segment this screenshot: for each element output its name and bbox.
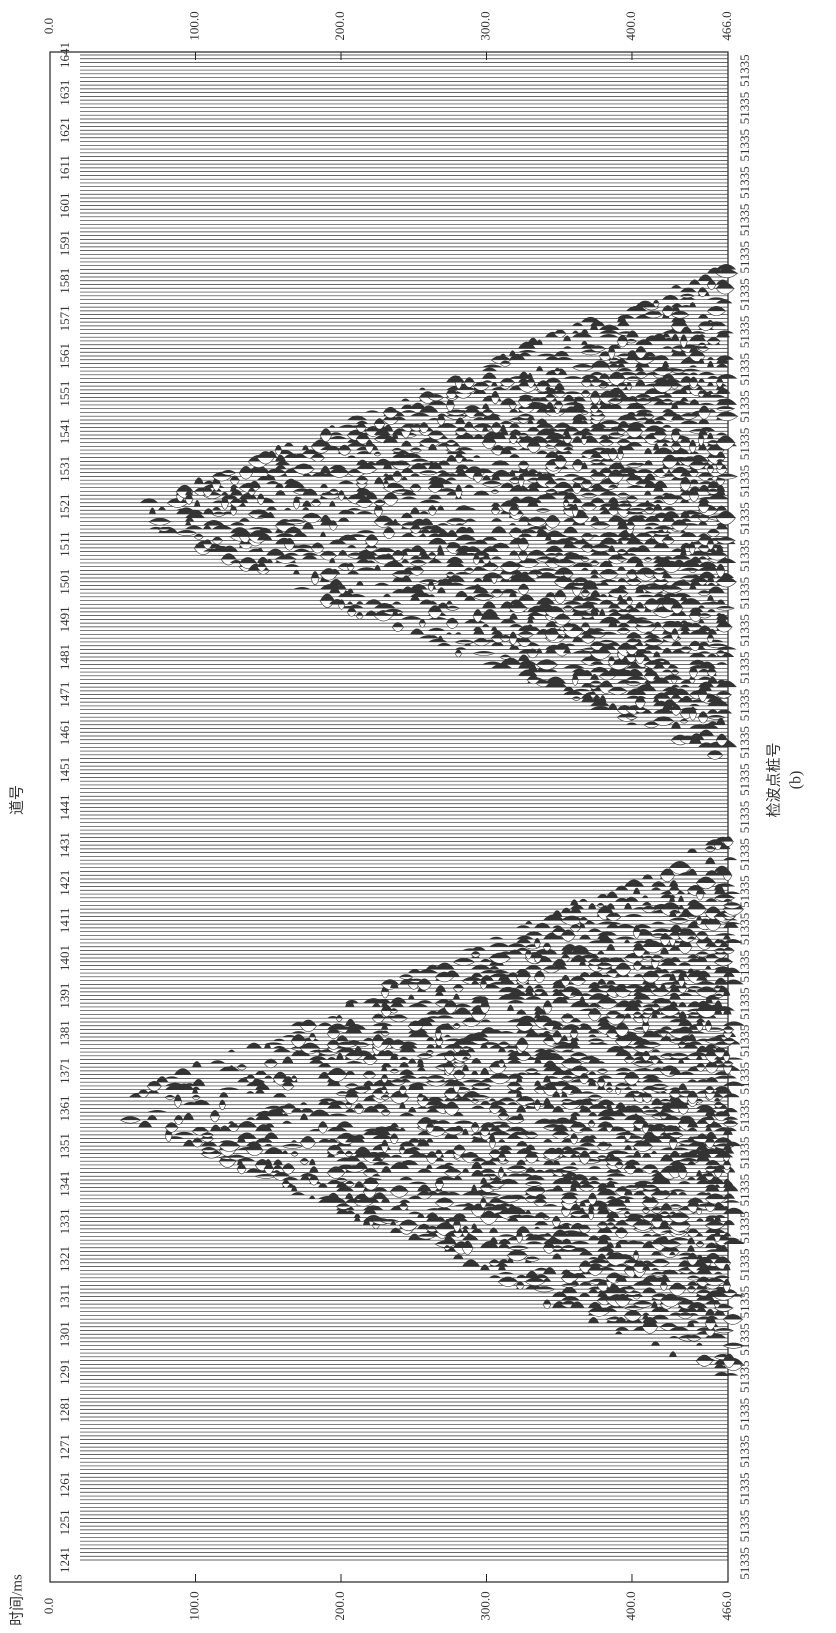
time-axis-title: 时间/ms bbox=[8, 1574, 25, 1626]
panel-label: (b) bbox=[788, 771, 805, 790]
seismic-figure: 道号 检波点桩号 (b) 时间/ms 0.00.0100.0100.0200.0… bbox=[0, 0, 836, 1633]
page: 道号 检波点桩号 (b) 时间/ms 0.00.0100.0100.0200.0… bbox=[0, 0, 836, 1633]
station-axis-title: 检波点桩号 bbox=[765, 742, 782, 817]
trace-axis-title: 道号 bbox=[8, 785, 25, 815]
plot-frame bbox=[50, 52, 728, 1582]
traces bbox=[80, 55, 745, 1560]
